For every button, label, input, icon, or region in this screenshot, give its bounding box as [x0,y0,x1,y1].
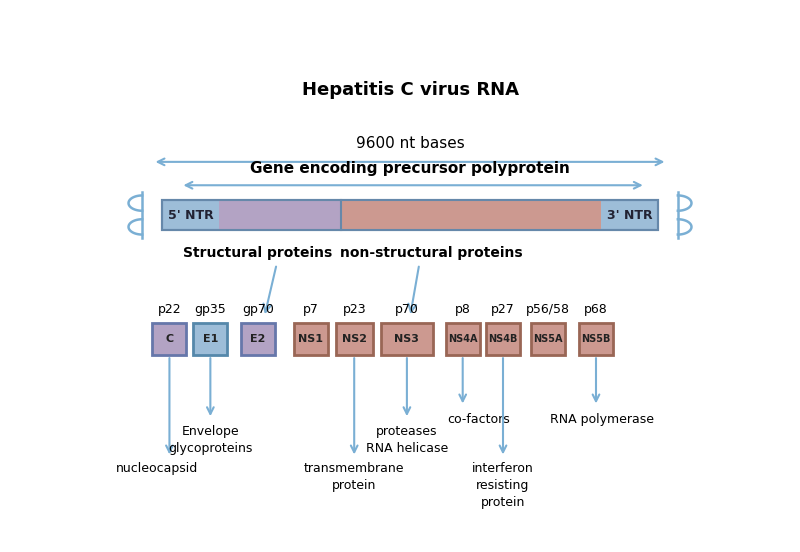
Text: gp70: gp70 [242,302,274,316]
Bar [486,323,520,355]
Text: NS3: NS3 [394,335,419,344]
Text: C: C [166,335,174,344]
Bar [241,323,275,355]
Bar [162,200,658,230]
Text: Gene encoding precursor polyprotein: Gene encoding precursor polyprotein [250,161,570,176]
Text: NS4B: NS4B [488,335,518,344]
Text: NS5A: NS5A [533,335,562,344]
Text: p27: p27 [491,302,515,316]
Text: 5' NTR: 5' NTR [168,209,214,221]
Text: NS5B: NS5B [582,335,610,344]
Bar [530,323,565,355]
Text: 3' NTR: 3' NTR [606,209,652,221]
Text: nucleocapsid: nucleocapsid [116,461,198,475]
Bar [381,323,434,355]
Bar [294,323,328,355]
Text: p22: p22 [158,302,182,316]
Text: Hepatitis C virus RNA: Hepatitis C virus RNA [302,81,518,99]
Text: p56/58: p56/58 [526,302,570,316]
Bar [579,323,613,355]
Text: 9600 nt bases: 9600 nt bases [356,136,464,151]
Text: p8: p8 [454,302,470,316]
Text: p70: p70 [395,302,419,316]
Bar [219,200,342,230]
Text: proteases
RNA helicase: proteases RNA helicase [366,426,448,455]
Text: p68: p68 [584,302,608,316]
Bar [446,323,480,355]
Text: p7: p7 [303,302,318,316]
Text: transmembrane
protein: transmembrane protein [304,461,405,491]
Text: NS4A: NS4A [448,335,478,344]
Bar [194,323,227,355]
Text: NS2: NS2 [342,335,366,344]
Bar [336,323,373,355]
Text: co-factors: co-factors [447,413,510,426]
Text: p23: p23 [342,302,366,316]
Bar [152,323,186,355]
Text: E1: E1 [202,335,218,344]
Text: non-structural proteins: non-structural proteins [340,246,523,259]
Text: Structural proteins: Structural proteins [183,246,333,259]
Bar [162,200,658,230]
Text: Envelope
glycoproteins: Envelope glycoproteins [168,426,253,455]
Text: NS1: NS1 [298,335,323,344]
Bar [342,200,601,230]
Text: interferon
resisting
protein: interferon resisting protein [472,461,534,508]
Text: gp35: gp35 [194,302,226,316]
Text: E2: E2 [250,335,266,344]
Text: RNA polymerase: RNA polymerase [550,413,654,426]
